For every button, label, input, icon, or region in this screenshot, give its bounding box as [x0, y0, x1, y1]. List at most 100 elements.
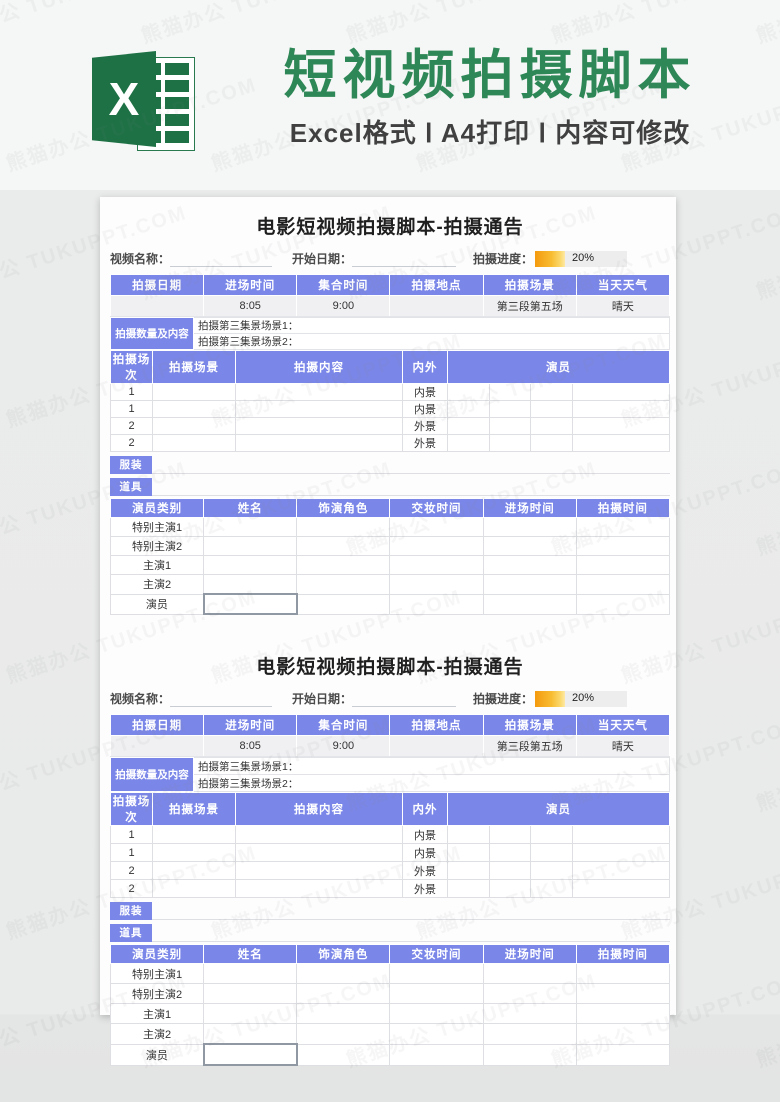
cell-actor-type: 特别主演2	[109, 536, 205, 556]
cell-cast	[530, 843, 573, 862]
cell-makeup-time	[389, 555, 484, 575]
cell-scene-set	[152, 434, 236, 452]
schedule-data-row: 8:05 9:00 第三段第五场 晴天	[109, 735, 671, 757]
cell-actor-shoot-time	[575, 536, 671, 556]
header-cell-shoot-date: 拍摄日期	[109, 714, 205, 736]
cell-actor-entry-time	[482, 963, 577, 984]
cell-indoor-outdoor: 内景	[402, 843, 448, 862]
actors-header-row: 演员类别 姓名 饰演角色 交妆时间 进场时间 拍摄时间	[109, 498, 671, 518]
cell-scene-no: 1	[110, 400, 153, 418]
start-date-input-line	[352, 253, 457, 267]
cell-cast	[447, 879, 490, 898]
cell-cast	[489, 417, 531, 435]
wardrobe-row: 服装	[110, 455, 670, 474]
cell-actor-name	[203, 983, 298, 1004]
cell-scene-set	[152, 879, 236, 898]
cell-actor-name	[203, 1023, 298, 1045]
cell-actor-shoot-time	[575, 574, 671, 595]
cell-actor-name	[203, 536, 298, 556]
progress-fill	[535, 251, 566, 267]
content-line-1: 拍摄第三集景场景1：	[193, 317, 670, 334]
header-cell-actor-name: 姓名	[203, 498, 298, 518]
cell-makeup-time	[389, 1023, 484, 1045]
cell-actor-name	[203, 1003, 298, 1024]
cell-role	[296, 983, 391, 1004]
watermark-text: 熊猫办公 TUKUPPT.COM	[753, 714, 780, 816]
header-cell-shoot-date: 拍摄日期	[109, 274, 205, 296]
cell-cast	[530, 861, 573, 880]
cell-scene-content	[235, 879, 403, 898]
cell-cast	[530, 400, 573, 418]
cell-scene-no: 1	[110, 843, 153, 862]
cell-actor-type: 主演2	[109, 1023, 205, 1045]
cell-cast	[447, 843, 490, 862]
header-cell-makeup-time: 交妆时间	[389, 498, 484, 518]
video-name-label: 视频名称：	[110, 252, 171, 266]
cell-actor-shoot-time	[575, 517, 671, 537]
props-row: 道具	[110, 477, 670, 496]
cell-actor-name	[203, 574, 298, 595]
cell-actor-type: 特别主演1	[109, 517, 205, 537]
start-date-input-line	[352, 693, 457, 707]
header-cell-weather: 当天天气	[575, 714, 671, 736]
cell-cast	[489, 400, 531, 418]
cell-scene-set	[152, 383, 236, 401]
props-row: 道具	[110, 923, 670, 942]
header-cell-actor-entry-time: 进场时间	[482, 498, 577, 518]
actor-row: 特别主演1	[109, 517, 671, 537]
schedule-header-row: 拍摄日期 进场时间 集合时间 拍摄地点 拍摄场景 当天天气	[109, 714, 671, 736]
cell-cast	[572, 417, 670, 435]
cell-scene-no: 2	[110, 861, 153, 880]
cell-cast	[447, 825, 490, 844]
cell-cast	[447, 861, 490, 880]
cell-scene: 第三段第五场	[482, 735, 577, 757]
cell-actor-name	[203, 555, 298, 575]
header-cell-scene-no: 拍摄场次	[110, 350, 153, 384]
cell-actor-entry-time	[482, 517, 577, 537]
cell-location	[389, 295, 484, 317]
spreadsheet-preview: 电影短视频拍摄脚本-拍摄通告 视频名称： 开始日期： 拍摄进度： 20%	[100, 197, 676, 1066]
excel-logo-letter: X	[108, 73, 140, 125]
cell-actor-entry-time	[482, 1003, 577, 1024]
cell-actor-type: 演员	[109, 1043, 205, 1066]
header-cell-scene-no: 拍摄场次	[110, 792, 153, 826]
cell-scene-set	[152, 825, 236, 844]
content-row-1: 拍摄数量及内容 拍摄第三集景场景1：	[110, 757, 670, 792]
progress-bar: 20%	[535, 251, 628, 267]
content-line-2: 拍摄第三集景场景2：	[193, 333, 670, 350]
header-cell-location: 拍摄地点	[389, 274, 484, 296]
cell-makeup-time	[389, 1043, 484, 1066]
cell-actor-type: 特别主演2	[109, 983, 205, 1004]
cell-cast	[447, 383, 490, 401]
actor-row: 特别主演2	[109, 536, 671, 556]
header-cell-scene-content: 拍摄内容	[235, 792, 403, 826]
header-cell-meet-time: 集合时间	[296, 714, 391, 736]
start-date-field: 开始日期：	[292, 690, 473, 707]
actor-row: 主演1	[109, 555, 671, 575]
wardrobe-label: 服装	[110, 455, 152, 474]
cell-scene-no: 1	[110, 825, 153, 844]
scene-row: 1 内景	[110, 383, 670, 401]
scenes-table: 拍摄场次 拍摄场景 拍摄内容 内外 演员 1 内景 1	[110, 350, 670, 452]
cell-actor-shoot-time	[575, 1023, 671, 1045]
cell-indoor-outdoor: 外景	[402, 417, 448, 435]
cell-entry-time: 8:05	[203, 295, 298, 317]
cell-cast	[530, 879, 573, 898]
cell-location	[389, 735, 484, 757]
video-name-input-line	[170, 693, 273, 707]
cell-scene-content	[235, 825, 403, 844]
header-cell-meet-time: 集合时间	[296, 274, 391, 296]
cell-cast	[572, 434, 670, 452]
cell-makeup-time	[389, 517, 484, 537]
cell-cast	[572, 861, 670, 880]
cell-scene-content	[235, 843, 403, 862]
cell-indoor-outdoor: 内景	[402, 383, 448, 401]
header-cell-cast: 演员	[447, 792, 670, 826]
content-line-1: 拍摄第三集景场景1：	[193, 757, 670, 775]
cell-cast	[572, 879, 670, 898]
banner-title: 短视频拍摄脚本	[283, 45, 697, 105]
actor-row: 演员	[109, 593, 671, 615]
promo-banner: X 短视频拍摄脚本 Excel格式 Ⅰ A4打印 Ⅰ 内容可修改	[0, 0, 780, 192]
cell-indoor-outdoor: 外景	[402, 861, 448, 880]
cell-actor-entry-time	[482, 574, 577, 595]
